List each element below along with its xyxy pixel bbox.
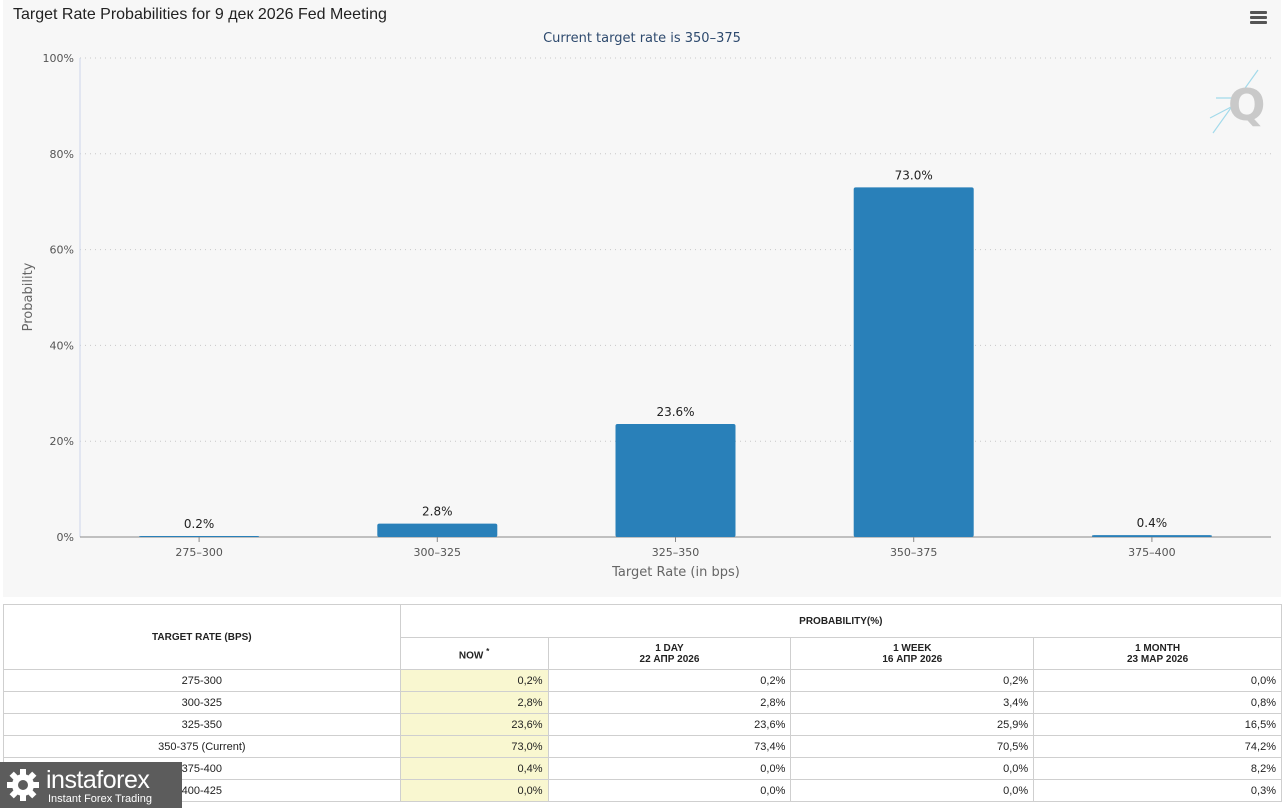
svg-text:Q: Q [1228, 80, 1265, 131]
one-week-cell: 0,2% [790, 669, 1035, 692]
rate-cell: 350-375 (Current) [3, 735, 401, 758]
data-label: 23.6% [656, 405, 694, 419]
one-week-cell: 25,9% [790, 713, 1035, 736]
one-week-cell: 70,5% [790, 735, 1035, 758]
logo-brand: instaforex [46, 766, 150, 794]
bar [615, 423, 736, 537]
one-day-cell: 0,2% [547, 669, 792, 692]
y-tick-label: 60% [50, 244, 74, 257]
one-week-cell: 0,0% [790, 757, 1035, 780]
now-header: NOW * [399, 637, 549, 670]
one-week-label: 1 WEEK [893, 642, 932, 654]
one-day-cell: 0,0% [547, 757, 792, 780]
chart-subtitle: Current target rate is 350–375 [543, 31, 741, 46]
one-month-cell: 16,5% [1033, 713, 1282, 736]
now-cell: 2,8% [399, 691, 549, 714]
now-cell: 0,2% [399, 669, 549, 692]
y-tick-label: 80% [50, 148, 74, 161]
table-row: 325-350 23,6% 23,6% 25,9% 16,5% [3, 713, 1282, 736]
one-week-date: 16 АПР 2026 [882, 653, 943, 665]
table-row: 275-300 0,2% 0,2% 0,2% 0,0% [3, 669, 1282, 692]
probability-table: TARGET RATE (BPS) PROBABILITY(%) NOW * 1… [3, 604, 1283, 802]
data-label: 73.0% [895, 168, 933, 182]
table-row: 300-325 2,8% 2,8% 3,4% 0,8% [3, 691, 1282, 714]
one-month-date: 23 МАР 2026 [1127, 653, 1189, 665]
bar [853, 187, 974, 537]
one-day-label: 1 DAY [655, 642, 684, 654]
now-cell: 23,6% [399, 713, 549, 736]
bar [139, 536, 260, 537]
x-tick-label: 275–300 [175, 546, 223, 559]
logo-tagline: Instant Forex Trading [48, 793, 152, 805]
one-month-cell: 0,0% [1033, 669, 1282, 692]
bar [1091, 535, 1212, 537]
one-day-cell: 73,4% [547, 735, 792, 758]
target-rate-header: TARGET RATE (BPS) [3, 604, 401, 670]
one-month-cell: 0,8% [1033, 691, 1282, 714]
one-month-header: 1 MONTH 23 МАР 2026 [1033, 637, 1282, 670]
one-week-cell: 3,4% [790, 691, 1035, 714]
x-axis-label: Target Rate (in bps) [611, 565, 740, 580]
q-watermark-icon: Q [1209, 69, 1265, 134]
probability-header: PROBABILITY(%) [399, 604, 1283, 638]
now-cell: 0,0% [399, 779, 549, 802]
bar [377, 523, 498, 537]
chart-panel: Target Rate Probabilities for 9 дек 2026… [3, 0, 1281, 597]
one-week-cell: 0,0% [790, 779, 1035, 802]
x-tick-label: 350–375 [890, 546, 938, 559]
now-cell: 0,4% [399, 757, 549, 780]
one-month-cell: 8,2% [1033, 757, 1282, 780]
bar-chart: 0% 20% 40% 60% 80% 100% 0.2% 2.8% 23.6% 73.0% 0.4… [21, 52, 1271, 580]
rate-cell: 300-325 [3, 691, 401, 714]
table-row: 400-425 0,0% 0,0% 0,0% 0,3% [3, 779, 1282, 802]
y-tick-label: 0% [57, 531, 74, 544]
x-tick-label: 300–325 [414, 546, 462, 559]
x-tick-label: 325–350 [652, 546, 700, 559]
y-axis-label: Probability [21, 262, 36, 331]
one-day-header: 1 DAY 22 АПР 2026 [547, 637, 792, 670]
one-day-cell: 23,6% [547, 713, 792, 736]
instaforex-logo[interactable]: instaforex Instant Forex Trading [0, 762, 182, 808]
data-label: 0.2% [184, 517, 215, 531]
one-month-label: 1 MONTH [1135, 642, 1181, 654]
y-tick-label: 20% [50, 435, 74, 448]
one-day-cell: 0,0% [547, 779, 792, 802]
chart-title: Target Rate Probabilities for 9 дек 2026… [13, 6, 387, 23]
table-row: 375-400 0,4% 0,0% 0,0% 8,2% [3, 757, 1282, 780]
rate-cell: 275-300 [3, 669, 401, 692]
one-day-date: 22 АПР 2026 [639, 653, 700, 665]
table-row: 350-375 (Current) 73,0% 73,4% 70,5% 74,2… [3, 735, 1282, 758]
now-header-label: NOW [458, 650, 484, 662]
one-week-header: 1 WEEK 16 АПР 2026 [790, 637, 1035, 670]
now-cell: 73,0% [399, 735, 549, 758]
y-axis-ticks: 0% 20% 40% 60% 80% 100% [43, 52, 74, 544]
gear-logo-icon [7, 769, 39, 801]
bars: 0.2% 2.8% 23.6% 73.0% 0.4% [139, 168, 1212, 537]
one-day-cell: 2,8% [547, 691, 792, 714]
gridlines [80, 57, 1271, 442]
y-tick-label: 40% [50, 339, 74, 352]
data-label: 2.8% [422, 505, 453, 519]
one-month-cell: 74,2% [1033, 735, 1282, 758]
now-header-mark: * [486, 645, 490, 656]
x-axis-ticks: 275–300 300–325 325–350 350–375 375–400 [175, 537, 1176, 559]
one-month-cell: 0,3% [1033, 779, 1282, 802]
rate-cell: 325-350 [3, 713, 401, 736]
menu-icon[interactable] [1250, 11, 1267, 25]
y-tick-label: 100% [43, 52, 74, 65]
data-label: 0.4% [1137, 516, 1168, 530]
x-tick-label: 375–400 [1128, 546, 1176, 559]
